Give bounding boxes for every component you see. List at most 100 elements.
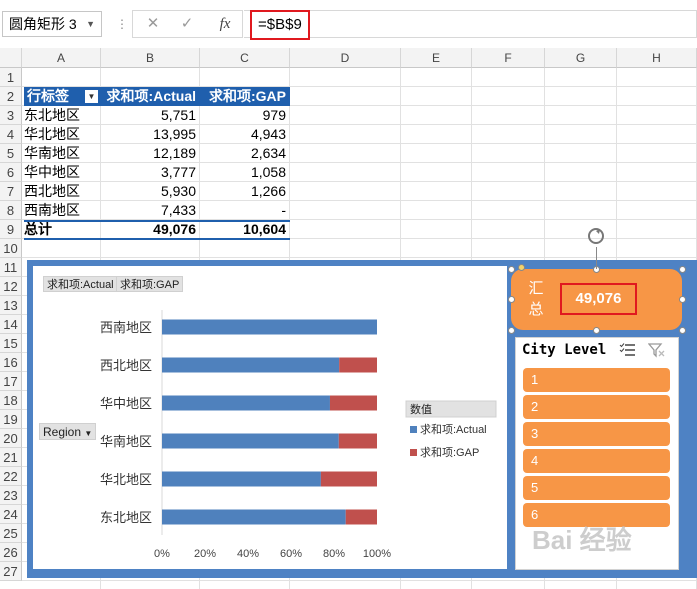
x-tick-label: 20% bbox=[194, 548, 216, 560]
rotate-handle-icon[interactable] bbox=[585, 225, 609, 249]
row-header-16[interactable]: 16 bbox=[0, 353, 22, 372]
column-header-D[interactable]: D bbox=[290, 48, 401, 68]
row-header-7[interactable]: 7 bbox=[0, 182, 22, 201]
pivot-cell-actual[interactable]: 13,995 bbox=[153, 126, 196, 142]
row-header-25[interactable]: 25 bbox=[0, 524, 22, 543]
pivot-total-actual[interactable]: 49,076 bbox=[153, 221, 196, 237]
row-header-2[interactable]: 2 bbox=[0, 87, 22, 106]
gridline bbox=[22, 124, 697, 125]
insert-function-icon[interactable]: fx bbox=[219, 16, 231, 32]
row-header-10[interactable]: 10 bbox=[0, 239, 22, 258]
bar-gap bbox=[338, 433, 377, 449]
enter-icon[interactable]: ✓ bbox=[180, 15, 194, 32]
pivot-header-actual[interactable]: 求和项:Actual bbox=[101, 87, 200, 106]
bar-gap bbox=[329, 395, 377, 411]
gridline bbox=[22, 238, 697, 239]
total-shape[interactable] bbox=[511, 269, 682, 330]
category-label: 东北地区 bbox=[100, 510, 152, 525]
pivot-cell-actual[interactable]: 7,433 bbox=[160, 202, 196, 218]
row-header-1[interactable]: 1 bbox=[0, 68, 22, 87]
resize-handle[interactable] bbox=[679, 296, 686, 303]
field-button-gap[interactable]: 求和项:GAP bbox=[116, 276, 184, 292]
resize-handle[interactable] bbox=[679, 327, 686, 334]
resize-handle[interactable] bbox=[593, 327, 600, 334]
column-header-F[interactable]: F bbox=[472, 48, 545, 68]
row-header-12[interactable]: 12 bbox=[0, 277, 22, 296]
pivot-cell-gap[interactable]: - bbox=[281, 202, 286, 218]
row-header-18[interactable]: 18 bbox=[0, 391, 22, 410]
row-header-19[interactable]: 19 bbox=[0, 410, 22, 429]
axis-field-button[interactable]: Region ▼ bbox=[39, 423, 97, 440]
column-header-C[interactable]: C bbox=[200, 48, 290, 68]
row-header-9[interactable]: 9 bbox=[0, 220, 22, 239]
row-header-23[interactable]: 23 bbox=[0, 486, 22, 505]
row-label-filter-icon[interactable]: ▼ bbox=[85, 90, 98, 103]
pivot-cell-gap[interactable]: 4,943 bbox=[250, 126, 286, 142]
slicer-item-4[interactable]: 4 bbox=[523, 449, 670, 473]
pivot-cell-actual[interactable]: 12,189 bbox=[153, 145, 196, 161]
pivot-row-label[interactable]: 华北地区 bbox=[24, 126, 80, 142]
row-header-4[interactable]: 4 bbox=[0, 125, 22, 144]
cancel-icon[interactable]: ✕ bbox=[146, 15, 160, 32]
formula-input[interactable]: =$B$9 bbox=[250, 10, 310, 40]
name-box-value: 圆角矩形 3 bbox=[9, 16, 77, 32]
row-header-15[interactable]: 15 bbox=[0, 334, 22, 353]
legend-label-gap: 求和项:GAP bbox=[420, 446, 479, 459]
row-header-6[interactable]: 6 bbox=[0, 163, 22, 182]
row-header-5[interactable]: 5 bbox=[0, 144, 22, 163]
pivot-cell-actual[interactable]: 5,930 bbox=[160, 183, 196, 199]
column-header-B[interactable]: B bbox=[101, 48, 200, 68]
row-header-3[interactable]: 3 bbox=[0, 106, 22, 125]
pivot-total-label[interactable]: 总计 bbox=[24, 221, 52, 237]
select-all-corner[interactable] bbox=[0, 48, 22, 68]
multi-select-icon[interactable] bbox=[619, 342, 637, 358]
column-header-A[interactable]: A bbox=[22, 48, 101, 68]
row-header-24[interactable]: 24 bbox=[0, 505, 22, 524]
pivot-header-gap[interactable]: 求和项:GAP bbox=[200, 87, 290, 106]
pivot-row-label[interactable]: 西北地区 bbox=[24, 183, 80, 199]
row-header-21[interactable]: 21 bbox=[0, 448, 22, 467]
pivot-row-label[interactable]: 西南地区 bbox=[24, 202, 80, 218]
watermark-text: Bai 经验 bbox=[532, 525, 632, 555]
row-header-13[interactable]: 13 bbox=[0, 296, 22, 315]
pivot-cell-actual[interactable]: 3,777 bbox=[160, 164, 196, 180]
gridline bbox=[22, 162, 697, 163]
pivot-cell-gap[interactable]: 2,634 bbox=[250, 145, 286, 161]
clear-filter-icon[interactable] bbox=[648, 342, 666, 358]
row-header-27[interactable]: 27 bbox=[0, 562, 22, 581]
slicer-item-2[interactable]: 2 bbox=[523, 395, 670, 419]
row-header-11[interactable]: 11 bbox=[0, 258, 22, 277]
resize-handle[interactable] bbox=[679, 266, 686, 273]
pivot-cell-gap[interactable]: 1,266 bbox=[250, 183, 286, 199]
row-header-8[interactable]: 8 bbox=[0, 201, 22, 220]
x-tick-label: 0% bbox=[154, 548, 170, 560]
pivot-header-row-labels[interactable]: 行标签 ▼ bbox=[24, 87, 101, 106]
pivot-row-label[interactable]: 东北地区 bbox=[24, 107, 80, 123]
filter-dropdown-icon: ▼ bbox=[84, 429, 93, 438]
resize-handle[interactable] bbox=[508, 266, 515, 273]
row-header-20[interactable]: 20 bbox=[0, 429, 22, 448]
pivot-row-label[interactable]: 华南地区 bbox=[24, 145, 80, 161]
name-box[interactable]: 圆角矩形 3 ▼ bbox=[2, 11, 102, 37]
pivot-row-label[interactable]: 华中地区 bbox=[24, 164, 80, 180]
column-header-E[interactable]: E bbox=[401, 48, 472, 68]
row-header-22[interactable]: 22 bbox=[0, 467, 22, 486]
pivot-cell-gap[interactable]: 979 bbox=[262, 107, 286, 123]
adjust-handle[interactable] bbox=[518, 264, 525, 271]
pivot-total-gap[interactable]: 10,604 bbox=[243, 221, 286, 237]
slicer-item-5[interactable]: 5 bbox=[523, 476, 670, 500]
row-header-14[interactable]: 14 bbox=[0, 315, 22, 334]
formula-bar-buttons bbox=[132, 10, 243, 38]
resize-handle[interactable] bbox=[508, 327, 515, 334]
row-header-26[interactable]: 26 bbox=[0, 543, 22, 562]
resize-handle[interactable] bbox=[508, 296, 515, 303]
column-header-G[interactable]: G bbox=[545, 48, 617, 68]
row-header-17[interactable]: 17 bbox=[0, 372, 22, 391]
name-box-dropdown-icon[interactable]: ▼ bbox=[86, 19, 95, 29]
field-button-actual[interactable]: 求和项:Actual bbox=[43, 276, 118, 292]
slicer-item-3[interactable]: 3 bbox=[523, 422, 670, 446]
pivot-cell-gap[interactable]: 1,058 bbox=[250, 164, 286, 180]
pivot-cell-actual[interactable]: 5,751 bbox=[160, 107, 196, 123]
slicer-item-6[interactable]: 6 bbox=[523, 503, 670, 527]
slicer-item-1[interactable]: 1 bbox=[523, 368, 670, 392]
